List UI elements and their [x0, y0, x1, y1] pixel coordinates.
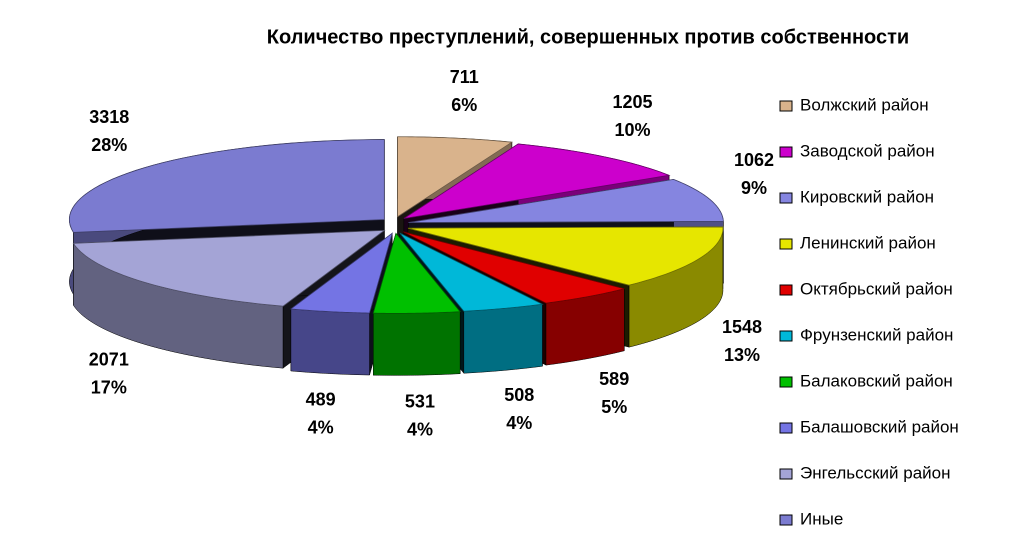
percent-label: 4% [308, 417, 334, 437]
slice-outer [290, 308, 370, 376]
slice [397, 136, 514, 218]
data-label: 2071 [89, 349, 129, 369]
slice-outer [373, 311, 461, 376]
slice [72, 229, 386, 307]
legend-label: Ленинский район [800, 233, 936, 252]
legend-label: Балаковский район [800, 371, 953, 390]
data-label: 3318 [89, 107, 129, 127]
data-label: 489 [306, 389, 336, 409]
slice-group [372, 232, 461, 376]
percent-label: 5% [601, 397, 627, 417]
percent-label: 10% [615, 120, 651, 140]
slice-group [72, 229, 386, 369]
percent-label: 4% [407, 419, 433, 439]
slice [372, 232, 461, 314]
slice [403, 231, 625, 304]
slice-outer [463, 303, 543, 374]
slice [403, 143, 671, 219]
legend-swatch [779, 376, 793, 388]
data-label: 1205 [612, 92, 652, 112]
legend-swatch [779, 468, 793, 480]
legend-swatch [779, 330, 793, 342]
percent-label: 28% [91, 135, 127, 155]
slice [399, 232, 544, 312]
percent-label: 9% [741, 178, 767, 198]
data-label: 1548 [722, 317, 762, 337]
legend-swatch [779, 192, 793, 204]
slice-group [399, 232, 544, 374]
legend-label: Балашовский район [800, 417, 959, 436]
legend-label: Кировский район [800, 187, 934, 206]
percent-label: 4% [506, 413, 532, 433]
slice [289, 232, 393, 314]
legend-swatch [779, 100, 793, 112]
legend-label: Иные [800, 509, 843, 528]
legend-swatch [779, 146, 793, 158]
slice [68, 139, 385, 233]
data-label: 1062 [734, 150, 774, 170]
data-label: 508 [504, 385, 534, 405]
percent-label: 6% [451, 95, 477, 115]
slice [408, 178, 724, 223]
data-label: 711 [450, 67, 479, 87]
legend-label: Заводской район [800, 141, 935, 160]
legend-swatch [779, 514, 793, 526]
legend-swatch [779, 422, 793, 434]
percent-label: 13% [724, 345, 760, 365]
legend-swatch [779, 238, 793, 250]
chart-title: Количество преступлений, совершенных про… [267, 26, 909, 48]
data-label: 531 [405, 391, 435, 411]
percent-label: 17% [91, 377, 127, 397]
legend-label: Волжский район [800, 95, 929, 114]
legend-swatch [779, 284, 793, 296]
slice [407, 226, 724, 286]
data-label: 589 [599, 369, 629, 389]
legend-label: Октябрьский район [800, 279, 953, 298]
legend-label: Фрунзенский район [800, 325, 953, 344]
legend-label: Энгельсский район [800, 463, 951, 482]
